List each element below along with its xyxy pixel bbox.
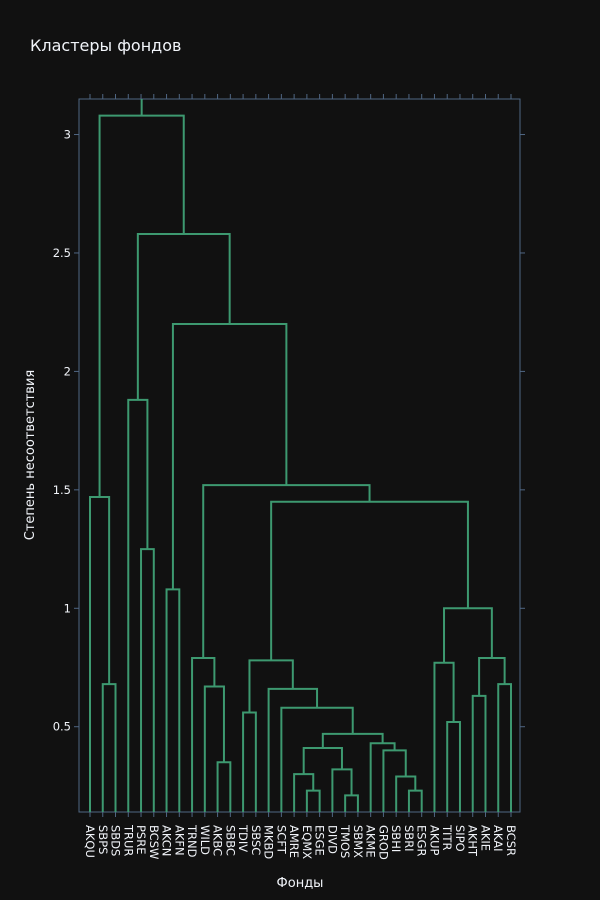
dendrogram-link (321, 732, 384, 749)
dendrogram-link (136, 233, 231, 400)
x-tick-label: AKQU (83, 825, 97, 858)
x-tick-label: AKCN (160, 825, 174, 856)
y-tick-label: 2.5 (53, 246, 71, 260)
dendrogram-link (446, 720, 461, 812)
dendrogram-link (395, 775, 417, 812)
dendrogram-link (202, 484, 371, 659)
x-tick-label: SBBC (223, 825, 237, 856)
y-axis: 0.5 1 1.5 2 2.5 3 (53, 128, 525, 734)
dendrogram-link (242, 711, 257, 812)
dendrogram-link (203, 685, 225, 812)
x-tick-label: BCSW (147, 825, 161, 859)
x-tick-label: BCSR (504, 825, 518, 856)
dendrogram-link (407, 789, 423, 812)
y-tick-label: 2 (64, 364, 71, 378)
dendrogram-links (89, 99, 512, 812)
x-tick-label: TRND (185, 824, 199, 858)
y-tick-label: 3 (64, 128, 71, 142)
plot-frame (78, 98, 521, 813)
x-tick-label: GROD (376, 825, 390, 860)
x-tick-label: SBMX (351, 825, 365, 858)
dendrogram-link (140, 548, 155, 812)
x-tick-label: TDIV (236, 824, 250, 852)
x-tick-label: EQMX (300, 825, 314, 859)
x-tick-label: TRUR (121, 824, 135, 856)
dendrogram-link (497, 683, 512, 812)
x-tick-label: AKUP (427, 825, 441, 856)
x-tick-label: AKFN (172, 825, 186, 856)
x-tick-label: AKME (364, 825, 378, 858)
x-tick-label: ESGR (415, 825, 429, 856)
dendrogram-link (331, 768, 353, 812)
dendrogram-link (89, 495, 111, 812)
x-tick-label: ESGE (313, 825, 327, 856)
dendrogram-link (471, 694, 487, 812)
dendrogram-link (270, 500, 469, 661)
x-tick-label: AKHT (466, 825, 480, 857)
x-tick-label: AKBC (211, 825, 225, 856)
y-tick-label: 1.5 (53, 483, 71, 497)
dendrogram-link (382, 749, 407, 812)
x-tick-label: TITR (440, 824, 454, 850)
dendrogram-link (433, 661, 455, 812)
dendrogram-link (165, 588, 181, 812)
dendrogram-link (248, 659, 294, 713)
x-tick-label: AKAI (491, 825, 505, 851)
x-tick-label: SBDS (109, 825, 123, 856)
x-axis-title: Фонды (277, 876, 324, 891)
dendrogram-link (305, 789, 321, 812)
x-tick-label: PSRE (134, 825, 148, 855)
x-axis: AKQUSBPSSBDSTRURPSREBCSWAKCNAKFNTRNDWILD… (83, 94, 518, 860)
dendrogram-link (127, 398, 149, 812)
dendrogram-link (98, 114, 185, 497)
x-tick-label: SBRI (402, 825, 416, 852)
x-tick-label: TMOS (338, 824, 352, 858)
x-tick-label: AMRE (287, 825, 301, 858)
dendrogram-link (293, 773, 315, 812)
dendrogram-link (216, 761, 232, 812)
x-tick-label: SBPS (96, 825, 110, 854)
x-tick-label: SCFT (274, 825, 288, 855)
chart-title: Кластеры фондов (30, 36, 181, 55)
dendrogram-link (267, 687, 319, 812)
y-tick-label: 0.5 (53, 720, 71, 734)
dendrogram-link (344, 794, 359, 812)
dendrogram-link (443, 607, 493, 663)
x-tick-label: WILD (198, 825, 212, 855)
x-tick-label: SBSC (249, 825, 263, 855)
x-tick-label: AKIE (478, 825, 492, 851)
x-tick-label: SBHI (389, 825, 403, 852)
dendrogram-link (101, 683, 117, 812)
y-tick-label: 1 (64, 601, 71, 615)
dendrogram-link (369, 742, 396, 812)
x-tick-label: DIVD (325, 825, 339, 854)
x-tick-label: SIPO (453, 825, 467, 852)
dendrogram-link (171, 323, 288, 590)
dendrogram-link (478, 657, 506, 696)
x-tick-label: MKBD (262, 825, 276, 859)
y-axis-title: Степень несоответствия (23, 370, 38, 540)
dendrogram-link (191, 657, 216, 812)
